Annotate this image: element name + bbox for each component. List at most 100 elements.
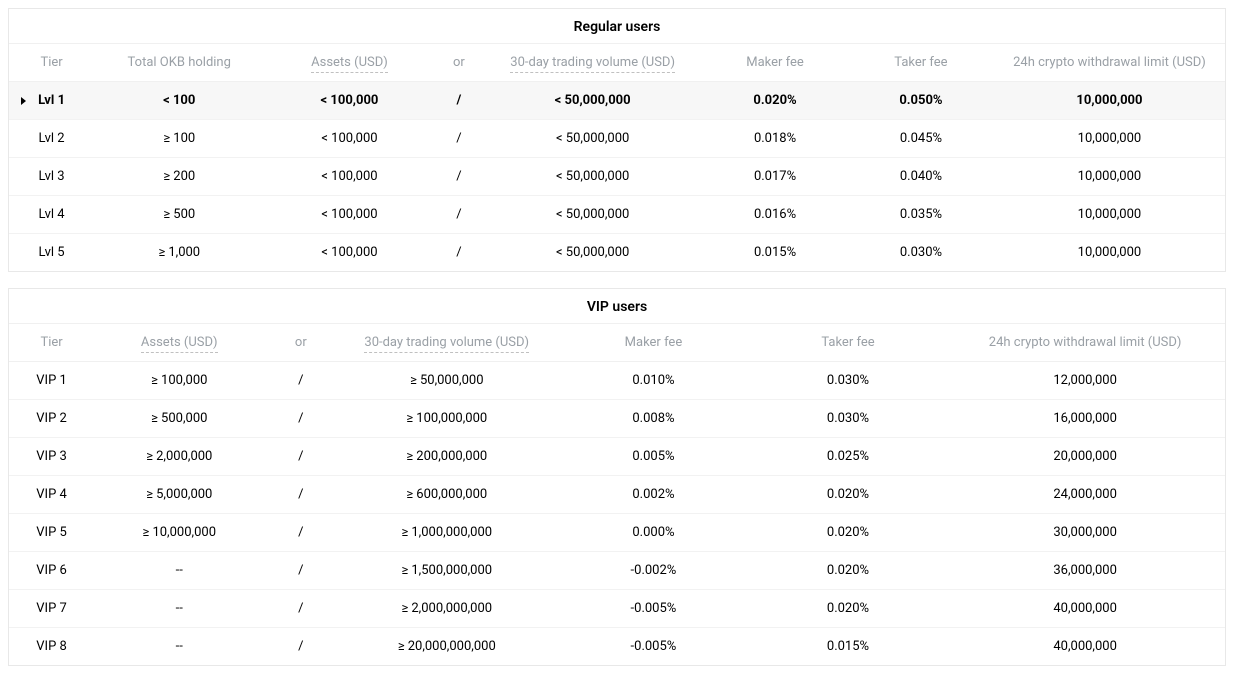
- tier-cell: Lvl 4: [9, 196, 94, 234]
- or-cell: /: [264, 476, 337, 514]
- or-cell: /: [435, 82, 484, 120]
- limit-cell: 30,000,000: [945, 514, 1225, 552]
- taker-cell: 0.020%: [751, 552, 946, 590]
- limit-cell: 40,000,000: [945, 590, 1225, 628]
- okb-cell: < 100: [94, 82, 264, 120]
- limit-cell: 16,000,000: [945, 400, 1225, 438]
- table-row[interactable]: Lvl 2≥ 100< 100,000/< 50,000,0000.018%0.…: [9, 120, 1225, 158]
- col-withdrawal-limit: 24h crypto withdrawal limit (USD): [994, 44, 1225, 82]
- volume-header-text: 30-day trading volume (USD): [510, 55, 675, 73]
- maker-cell: 0.015%: [702, 234, 848, 272]
- volume-cell: ≥ 100,000,000: [337, 400, 556, 438]
- maker-cell: 0.008%: [556, 400, 751, 438]
- tier-cell: VIP 8: [9, 628, 94, 666]
- table-row[interactable]: Lvl 1< 100< 100,000/< 50,000,0000.020%0.…: [9, 82, 1225, 120]
- limit-cell: 40,000,000: [945, 628, 1225, 666]
- assets-cell: < 100,000: [264, 82, 434, 120]
- limit-cell: 12,000,000: [945, 362, 1225, 400]
- regular-users-title: Regular users: [9, 9, 1225, 43]
- table-row[interactable]: VIP 6--/≥ 1,500,000,000-0.002%0.020%36,0…: [9, 552, 1225, 590]
- or-label: or: [287, 335, 315, 350]
- assets-cell: ≥ 10,000,000: [94, 514, 264, 552]
- col-30d-volume: 30-day trading volume (USD): [483, 44, 702, 82]
- table-row[interactable]: Lvl 4≥ 500< 100,000/< 50,000,0000.016%0.…: [9, 196, 1225, 234]
- limit-cell: 10,000,000: [994, 158, 1225, 196]
- vip-header-row: Tier Assets (USD) or 30-day trading volu…: [9, 324, 1225, 362]
- col-maker-fee: Maker fee: [556, 324, 751, 362]
- table-row[interactable]: VIP 8--/≥ 20,000,000,000-0.005%0.015%40,…: [9, 628, 1225, 666]
- col-or: or: [264, 324, 337, 362]
- col-withdrawal-limit: 24h crypto withdrawal limit (USD): [945, 324, 1225, 362]
- table-row[interactable]: VIP 4≥ 5,000,000/≥ 600,000,0000.002%0.02…: [9, 476, 1225, 514]
- assets-cell: < 100,000: [264, 120, 434, 158]
- table-row[interactable]: VIP 2≥ 500,000/≥ 100,000,0000.008%0.030%…: [9, 400, 1225, 438]
- or-label: or: [445, 55, 473, 70]
- vip-users-title: VIP users: [9, 289, 1225, 323]
- col-assets-usd: Assets (USD): [264, 44, 434, 82]
- volume-cell: < 50,000,000: [483, 196, 702, 234]
- maker-cell: -0.005%: [556, 628, 751, 666]
- tier-label: Lvl 2: [38, 131, 64, 146]
- col-tier: Tier: [9, 44, 94, 82]
- or-cell: /: [264, 552, 337, 590]
- tier-cell: Lvl 2: [9, 120, 94, 158]
- taker-cell: 0.020%: [751, 476, 946, 514]
- caret-right-icon: [21, 97, 26, 105]
- table-row[interactable]: Lvl 3≥ 200< 100,000/< 50,000,0000.017%0.…: [9, 158, 1225, 196]
- taker-cell: 0.015%: [751, 628, 946, 666]
- assets-cell: < 100,000: [264, 158, 434, 196]
- assets-header-text: Assets (USD): [311, 55, 388, 73]
- maker-cell: 0.002%: [556, 476, 751, 514]
- or-cell: /: [264, 438, 337, 476]
- limit-cell: 10,000,000: [994, 82, 1225, 120]
- tier-cell: VIP 2: [9, 400, 94, 438]
- col-or: or: [435, 44, 484, 82]
- or-cell: /: [264, 628, 337, 666]
- taker-cell: 0.020%: [751, 514, 946, 552]
- limit-cell: 10,000,000: [994, 196, 1225, 234]
- table-row[interactable]: VIP 3≥ 2,000,000/≥ 200,000,0000.005%0.02…: [9, 438, 1225, 476]
- assets-cell: ≥ 500,000: [94, 400, 264, 438]
- tier-cell: VIP 4: [9, 476, 94, 514]
- assets-cell: --: [94, 590, 264, 628]
- or-cell: /: [435, 158, 484, 196]
- tier-label: Lvl 3: [38, 169, 64, 184]
- tier-cell: Lvl 5: [9, 234, 94, 272]
- volume-cell: < 50,000,000: [483, 158, 702, 196]
- tier-cell: Lvl 1: [9, 82, 94, 120]
- regular-users-table: Tier Total OKB holding Assets (USD) or 3…: [9, 43, 1225, 271]
- taker-cell: 0.025%: [751, 438, 946, 476]
- or-cell: /: [435, 196, 484, 234]
- maker-cell: -0.005%: [556, 590, 751, 628]
- taker-cell: 0.030%: [751, 362, 946, 400]
- limit-cell: 36,000,000: [945, 552, 1225, 590]
- tier-label: Lvl 4: [38, 207, 64, 222]
- taker-cell: 0.045%: [848, 120, 994, 158]
- maker-cell: 0.005%: [556, 438, 751, 476]
- or-cell: /: [264, 514, 337, 552]
- table-row[interactable]: VIP 7--/≥ 2,000,000,000-0.005%0.020%40,0…: [9, 590, 1225, 628]
- volume-cell: ≥ 20,000,000,000: [337, 628, 556, 666]
- col-taker-fee: Taker fee: [751, 324, 946, 362]
- table-row[interactable]: Lvl 5≥ 1,000< 100,000/< 50,000,0000.015%…: [9, 234, 1225, 272]
- volume-cell: ≥ 1,500,000,000: [337, 552, 556, 590]
- tier-label: Lvl 5: [38, 245, 64, 260]
- limit-cell: 24,000,000: [945, 476, 1225, 514]
- volume-cell: < 50,000,000: [483, 234, 702, 272]
- tier-cell: VIP 3: [9, 438, 94, 476]
- tier-cell: VIP 6: [9, 552, 94, 590]
- taker-cell: 0.030%: [751, 400, 946, 438]
- maker-cell: 0.000%: [556, 514, 751, 552]
- tier-cell: VIP 7: [9, 590, 94, 628]
- volume-cell: ≥ 600,000,000: [337, 476, 556, 514]
- taker-cell: 0.030%: [848, 234, 994, 272]
- table-row[interactable]: VIP 1≥ 100,000/≥ 50,000,0000.010%0.030%1…: [9, 362, 1225, 400]
- table-row[interactable]: VIP 5≥ 10,000,000/≥ 1,000,000,0000.000%0…: [9, 514, 1225, 552]
- maker-cell: 0.018%: [702, 120, 848, 158]
- or-cell: /: [264, 590, 337, 628]
- okb-cell: ≥ 1,000: [94, 234, 264, 272]
- volume-header-text: 30-day trading volume (USD): [364, 335, 529, 353]
- assets-cell: --: [94, 552, 264, 590]
- tier-cell: VIP 1: [9, 362, 94, 400]
- or-cell: /: [264, 362, 337, 400]
